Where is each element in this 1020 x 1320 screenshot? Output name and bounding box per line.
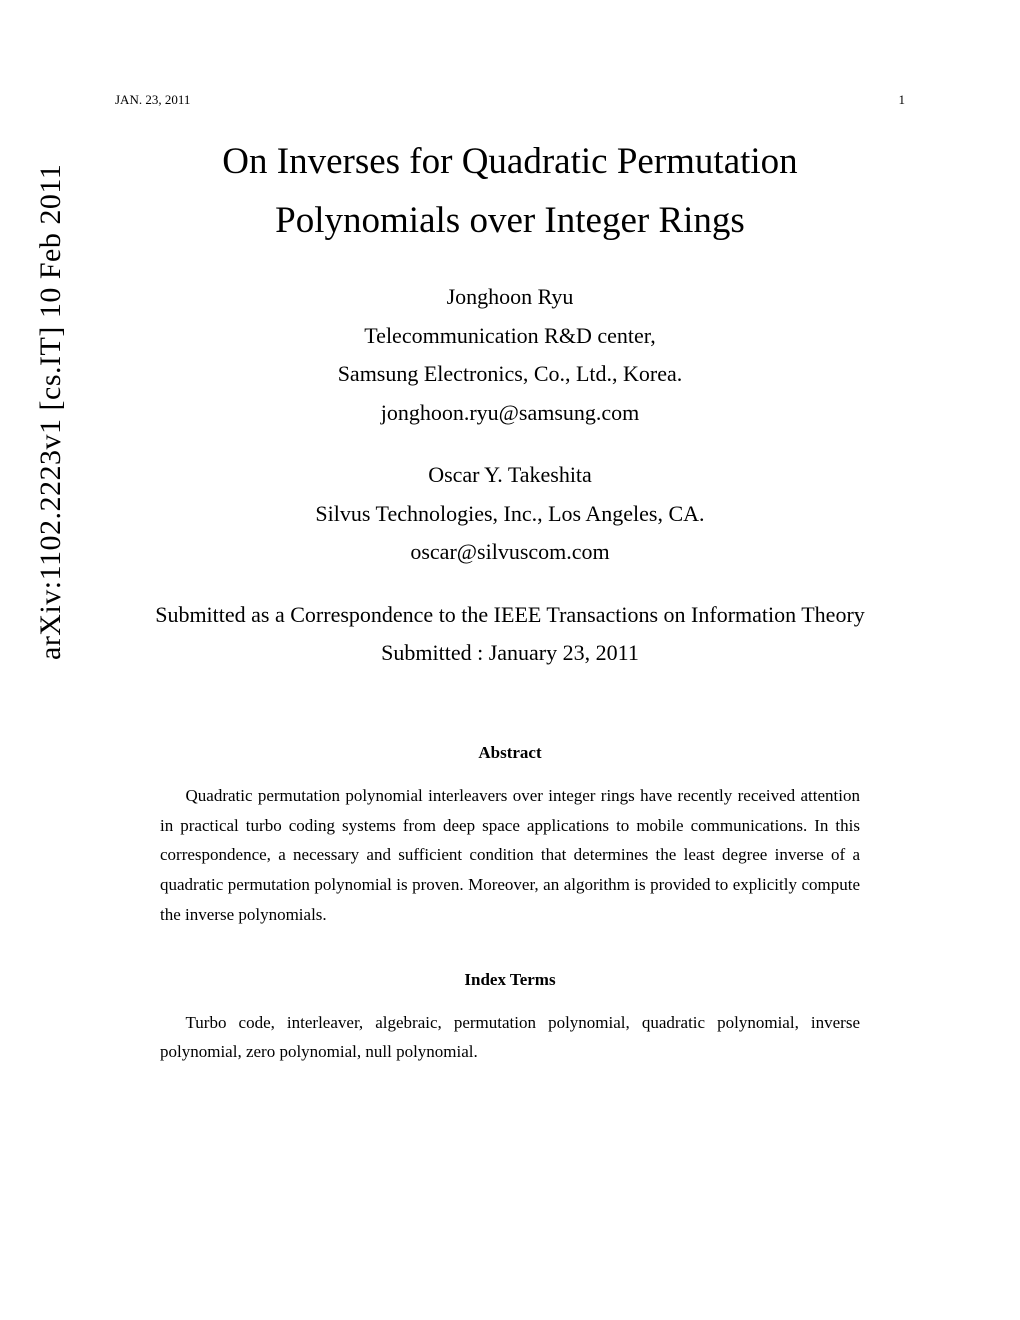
- title-line-2: Polynomials over Integer Rings: [275, 200, 745, 241]
- author-email: oscar@silvuscom.com: [115, 533, 905, 572]
- abstract-body: Quadratic permutation polynomial interle…: [160, 781, 860, 930]
- submission-line: Submitted as a Correspondence to the IEE…: [115, 596, 905, 635]
- submission-date: Submitted : January 23, 2011: [115, 634, 905, 673]
- index-terms-body: Turbo code, interleaver, algebraic, perm…: [160, 1008, 860, 1068]
- arxiv-stamp: arXiv:1102.2223v1 [cs.IT] 10 Feb 2011: [34, 164, 68, 660]
- author-block-1: Jonghoon Ryu Telecommunication R&D cente…: [115, 278, 905, 432]
- author-block-2: Oscar Y. Takeshita Silvus Technologies, …: [115, 456, 905, 572]
- title-line-1: On Inverses for Quadratic Permutation: [222, 141, 797, 182]
- page-content: JAN. 23, 2011 1 On Inverses for Quadrati…: [0, 0, 1020, 1167]
- page-number: 1: [899, 92, 906, 108]
- abstract-heading: Abstract: [115, 743, 905, 763]
- paper-title: On Inverses for Quadratic Permutation Po…: [115, 132, 905, 250]
- index-terms-heading: Index Terms: [115, 970, 905, 990]
- author-name: Oscar Y. Takeshita: [115, 456, 905, 495]
- running-head-date: JAN. 23, 2011: [115, 92, 190, 108]
- submission-info: Submitted as a Correspondence to the IEE…: [115, 596, 905, 673]
- author-name: Jonghoon Ryu: [115, 278, 905, 317]
- author-affiliation: Silvus Technologies, Inc., Los Angeles, …: [115, 495, 905, 534]
- author-email: jonghoon.ryu@samsung.com: [115, 394, 905, 433]
- author-affiliation: Samsung Electronics, Co., Ltd., Korea.: [115, 355, 905, 394]
- author-affiliation: Telecommunication R&D center,: [115, 317, 905, 356]
- running-head: JAN. 23, 2011 1: [115, 92, 905, 108]
